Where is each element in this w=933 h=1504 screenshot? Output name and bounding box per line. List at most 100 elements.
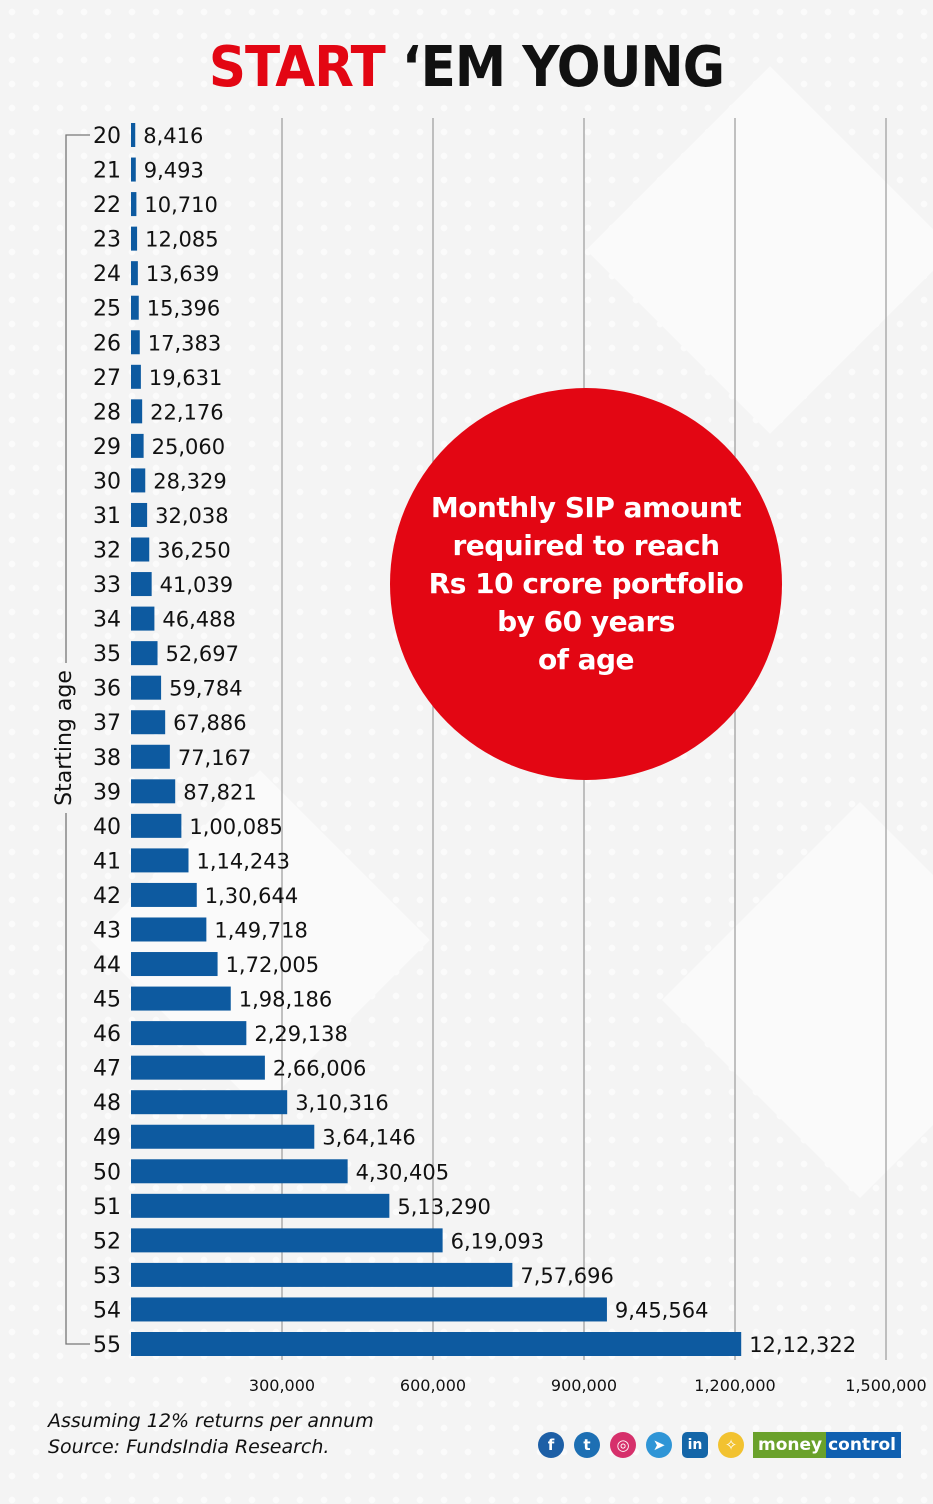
bar-age-40 (131, 813, 182, 838)
y-tick-label: 22 (93, 193, 121, 218)
y-tick-label: 49 (93, 1126, 121, 1151)
data-label: 67,886 (173, 711, 246, 735)
bar-age-48 (131, 1090, 288, 1115)
y-tick-label: 54 (93, 1298, 121, 1323)
y-tick-label: 37 (93, 711, 121, 736)
callout-circle: Monthly SIP amount required to reach Rs … (390, 388, 782, 780)
x-tick-label: 1,200,000 (694, 1376, 775, 1395)
data-label: 22,176 (150, 400, 223, 424)
data-label: 87,821 (183, 780, 256, 804)
y-tick-label: 31 (93, 504, 121, 529)
data-label: 7,57,696 (520, 1264, 614, 1288)
bar-age-31 (131, 502, 148, 527)
x-tick-label: 900,000 (551, 1376, 617, 1395)
y-tick-label: 46 (93, 1022, 121, 1047)
y-tick-label: 38 (93, 746, 121, 771)
page-title: START ‘EM YOUNG (37, 28, 895, 108)
footnotes: Assuming 12% returns per annum Source: F… (48, 1408, 374, 1460)
data-label: 77,167 (178, 746, 251, 770)
y-tick-label: 25 (93, 297, 121, 322)
social-links: f t ◎ ➤ in ✧ (538, 1432, 744, 1458)
koo-icon[interactable]: ✧ (718, 1432, 744, 1458)
y-tick-label: 36 (93, 677, 121, 702)
y-tick-label: 24 (93, 262, 121, 287)
bar-age-53 (131, 1262, 513, 1287)
bar-age-46 (131, 1021, 247, 1046)
data-label: 25,060 (152, 435, 225, 459)
y-tick-label: 55 (93, 1333, 121, 1358)
bar-age-25 (131, 295, 139, 320)
y-tick-label: 47 (93, 1057, 121, 1082)
y-tick-label: 35 (93, 642, 121, 667)
y-tick-label: 27 (93, 366, 121, 391)
assumption-note: Assuming 12% returns per annum (48, 1410, 374, 1432)
data-label: 3,64,146 (322, 1126, 416, 1150)
callout-text: Monthly SIP amount required to reach Rs … (428, 491, 744, 676)
bar-age-47 (131, 1055, 265, 1080)
bar-age-54 (131, 1297, 607, 1322)
twitter-icon[interactable]: t (574, 1432, 600, 1458)
data-label: 13,639 (146, 262, 219, 286)
bar-age-50 (131, 1159, 348, 1184)
data-label: 59,784 (169, 677, 242, 701)
instagram-icon[interactable]: ◎ (610, 1432, 636, 1458)
data-label: 28,329 (153, 469, 226, 493)
data-label: 1,98,186 (239, 988, 333, 1012)
bar-age-42 (131, 882, 197, 907)
y-tick-label: 20 (93, 124, 121, 149)
data-label: 1,00,085 (189, 815, 283, 839)
y-tick-label: 43 (93, 918, 121, 943)
facebook-icon[interactable]: f (538, 1432, 564, 1458)
bar-age-30 (131, 468, 146, 493)
bar-age-41 (131, 848, 189, 873)
bar-age-39 (131, 779, 176, 804)
bar-age-38 (131, 744, 170, 769)
bar-age-22 (131, 192, 137, 217)
data-label: 46,488 (162, 608, 235, 632)
y-tick-label: 21 (93, 159, 121, 184)
bar-age-49 (131, 1124, 315, 1149)
y-tick-label: 26 (93, 331, 121, 356)
bar-age-20 (131, 123, 136, 147)
title-highlight: START (208, 35, 386, 100)
title-rest: ‘EM YOUNG (401, 35, 725, 100)
y-tick-label: 28 (93, 400, 121, 425)
bar-age-44 (131, 952, 218, 977)
bar-age-33 (131, 572, 152, 597)
linkedin-icon[interactable]: in (682, 1432, 708, 1458)
bar-age-29 (131, 433, 144, 458)
bar-age-27 (131, 364, 141, 389)
data-label: 10,710 (144, 193, 217, 217)
data-label: 32,038 (155, 504, 228, 528)
moneycontrol-logo[interactable]: money control (753, 1432, 901, 1458)
y-tick-label: 40 (93, 815, 121, 840)
data-label: 2,29,138 (254, 1022, 348, 1046)
bar-age-43 (131, 917, 207, 942)
bar-age-26 (131, 330, 140, 355)
data-label: 12,085 (145, 228, 218, 252)
data-label: 5,13,290 (397, 1195, 491, 1219)
source-note: Source: FundsIndia Research. (48, 1436, 330, 1458)
data-label: 6,19,093 (451, 1229, 545, 1253)
data-label: 1,14,243 (197, 849, 291, 873)
data-label: 41,039 (160, 573, 233, 597)
y-tick-label: 29 (93, 435, 121, 460)
data-label: 8,416 (143, 124, 203, 148)
y-tick-label: 50 (93, 1160, 121, 1185)
y-tick-label: 42 (93, 884, 121, 909)
bar-age-32 (131, 537, 150, 562)
data-label: 52,697 (166, 642, 239, 666)
y-axis-label: Starting age (49, 663, 81, 813)
bar-age-24 (131, 261, 138, 286)
bar-age-21 (131, 157, 136, 182)
data-label: 9,493 (144, 159, 204, 183)
bar-age-35 (131, 641, 158, 666)
bar-age-52 (131, 1228, 443, 1253)
y-tick-label: 45 (93, 988, 121, 1013)
y-tick-label: 53 (93, 1264, 121, 1289)
y-tick-label: 34 (93, 608, 121, 633)
data-label: 9,45,564 (615, 1298, 709, 1322)
data-label: 4,30,405 (356, 1160, 450, 1184)
data-label: 2,66,006 (273, 1057, 367, 1081)
telegram-icon[interactable]: ➤ (646, 1432, 672, 1458)
